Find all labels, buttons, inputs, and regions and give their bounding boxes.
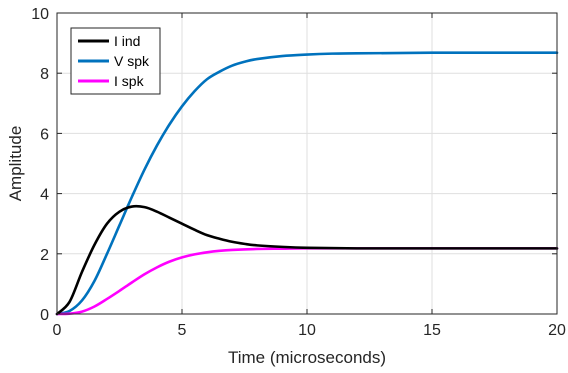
legend-label-i-ind: I ind xyxy=(114,33,140,49)
y-tick-label: 2 xyxy=(40,247,49,264)
legend-label-i-spk: I spk xyxy=(114,73,145,89)
legend-label-v-spk: V spk xyxy=(114,53,150,69)
y-axis-label: Amplitude xyxy=(6,126,25,202)
series-line-v-spk xyxy=(55,51,559,316)
series-line-i-ind xyxy=(55,204,559,316)
x-tick-label: 10 xyxy=(298,322,316,339)
x-tick-label: 20 xyxy=(548,322,566,339)
x-tick-label: 5 xyxy=(178,322,187,339)
y-tick-label: 10 xyxy=(31,6,49,23)
y-tick-label: 6 xyxy=(40,126,49,143)
y-tick-label: 0 xyxy=(40,307,49,324)
x-tick-label: 0 xyxy=(53,322,62,339)
x-axis-label: Time (microseconds) xyxy=(228,348,386,367)
series-layer xyxy=(55,51,559,316)
ticks: 0 5 10 15 20 0 2 4 6 8 10 xyxy=(31,6,566,339)
x-tick-label: 15 xyxy=(423,322,441,339)
legend: I ind V spk I spk xyxy=(70,27,161,95)
y-tick-label: 8 xyxy=(40,66,49,83)
y-tick-label: 4 xyxy=(40,187,49,204)
